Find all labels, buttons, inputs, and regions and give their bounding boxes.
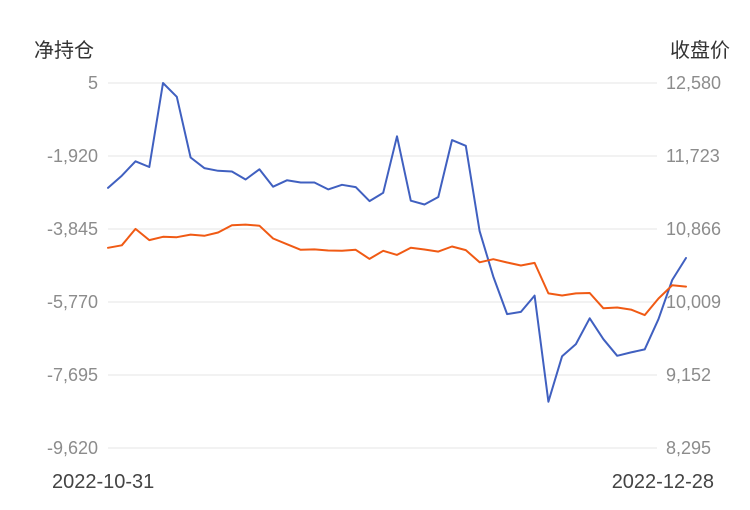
left-tick-label: -3,845 <box>47 219 98 239</box>
right-tick-label: 9,152 <box>666 365 711 385</box>
left-axis-title: 净持仓 <box>34 40 94 62</box>
x-axis-end-label: 2022-12-28 <box>612 471 714 493</box>
right-tick-label: 12,580 <box>666 73 721 93</box>
net-position-line <box>107 82 687 403</box>
right-axis-title: 收盘价 <box>670 40 730 62</box>
right-tick-label: 11,723 <box>666 146 720 166</box>
x-axis-start-label: 2022-10-31 <box>52 471 154 493</box>
left-tick-label: -5,770 <box>47 292 98 312</box>
series-lines <box>107 82 687 403</box>
right-axis-ticks: 12,580 11,723 10,866 10,009 9,152 8,295 <box>666 73 721 458</box>
right-tick-label: 8,295 <box>666 438 711 458</box>
left-tick-label: -1,920 <box>47 146 98 166</box>
grid-lines <box>108 82 657 449</box>
left-tick-label: -9,620 <box>47 438 98 458</box>
right-tick-label: 10,866 <box>666 219 721 239</box>
left-axis-ticks: 5 -1,920 -3,845 -5,770 -7,695 -9,620 <box>47 73 98 458</box>
left-tick-label: 5 <box>88 73 98 93</box>
close-price-line <box>107 223 687 317</box>
left-tick-label: -7,695 <box>47 365 98 385</box>
right-tick-label: 10,009 <box>666 292 721 312</box>
